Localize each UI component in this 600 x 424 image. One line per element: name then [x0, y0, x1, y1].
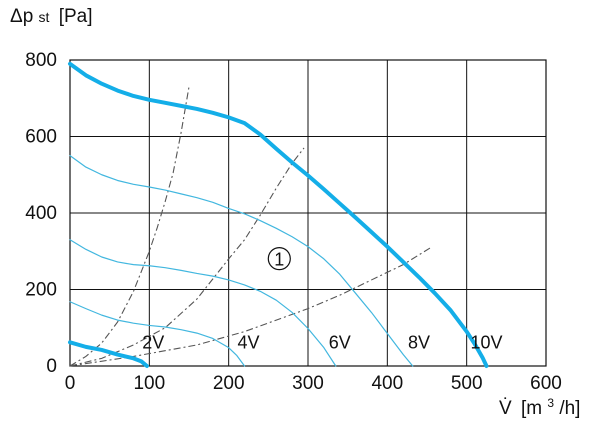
y-tick-label-600: 600: [25, 127, 57, 148]
series-label-8v: 8V: [408, 332, 430, 352]
operating-zone-marker-circle: [267, 247, 291, 271]
x-tick-label-600: 600: [530, 373, 562, 394]
tick-layer: 0 100 200 300 400 500 600 0 200 400 600 800: [25, 50, 562, 394]
y-axis-label: Δp st [Pa]: [10, 6, 93, 27]
x-tick-label-200: 200: [213, 373, 245, 394]
grid-layer: [69, 59, 547, 367]
y-tick-label-0: 0: [46, 356, 57, 377]
dashed-system-curve-1: [69, 86, 190, 367]
dashed-system-curve-3: [69, 246, 432, 367]
x-tick-label-300: 300: [292, 373, 324, 394]
series-label-2v: 2V: [142, 332, 164, 352]
x-axis-label: V̇ [m 3 /h]: [499, 391, 580, 419]
series-label-10v: 10V: [470, 332, 502, 352]
series-2v-line: [68, 340, 149, 368]
x-axis-base-label: V̇: [499, 398, 512, 419]
svg-text:V̇ [m 3 /h]: V̇ [m 3 /h]: [499, 391, 580, 419]
y-axis-base-label: Δp: [10, 6, 33, 27]
operating-zone-marker-label: 1: [274, 250, 284, 270]
plot-frame: [69, 59, 547, 367]
annotation-layer: 2V 4V 6V 8V 10V 1: [142, 247, 503, 352]
series-label-6v: 6V: [329, 332, 351, 352]
series-6v-line: [69, 239, 337, 367]
svg-text:Δp st [Pa]: Δp st [Pa]: [10, 6, 93, 27]
y-tick-label-400: 400: [25, 203, 57, 224]
y-tick-label-800: 800: [25, 50, 57, 71]
series-4v-line: [69, 301, 246, 367]
x-tick-label-500: 500: [451, 373, 483, 394]
y-axis-unit: [Pa]: [59, 6, 93, 27]
x-axis-unit-suffix: /h]: [559, 398, 580, 419]
x-tick-label-100: 100: [133, 373, 165, 394]
series-layer: [68, 61, 489, 368]
series-8v-line: [69, 155, 414, 367]
x-axis-unit-prefix: [m: [521, 398, 542, 419]
series-label-4v: 4V: [237, 332, 259, 352]
x-tick-label-0: 0: [65, 373, 76, 394]
x-tick-label-400: 400: [371, 373, 403, 394]
x-axis-unit-superscript: 3: [547, 396, 554, 410]
series-10v-line: [68, 61, 489, 368]
dashed-system-curve-2: [69, 147, 305, 367]
y-axis-subscript: st: [39, 9, 50, 25]
y-tick-label-200: 200: [25, 280, 57, 301]
